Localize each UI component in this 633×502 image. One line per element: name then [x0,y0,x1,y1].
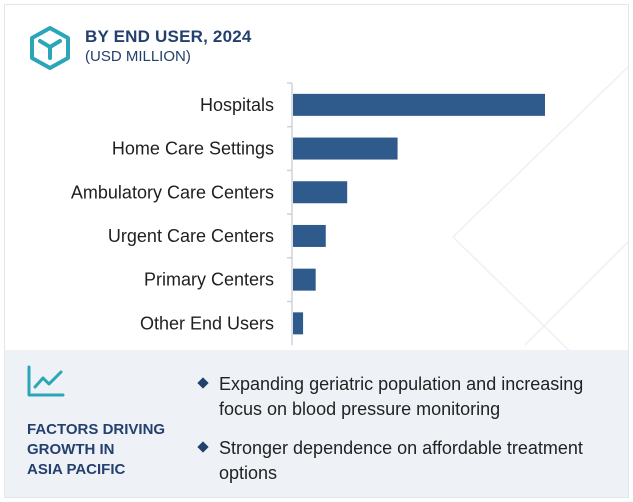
factors-panel: FACTORS DRIVING GROWTH IN ASIA PACIFIC E… [5,350,628,497]
bar [293,181,348,204]
factors-title-line: FACTORS DRIVING [27,421,166,438]
factor-item: Expanding geriatric population and incre… [197,372,617,422]
factor-text: Expanding geriatric population and incre… [219,374,584,419]
factors-title-line: ASIA PACIFIC [27,461,126,478]
category-label: Hospitals [200,95,274,115]
bar [293,93,545,116]
bar [293,224,326,247]
factor-item: Stronger dependence on affordable treatm… [197,436,617,486]
factors-list: Expanding geriatric population and incre… [197,372,617,497]
bar [293,268,316,291]
chart-title: BY END USER, 2024 [85,27,252,46]
diamond-icon [197,441,209,453]
bar-chart: Hospitals Home Care Settings Ambulatory Ca… [71,82,545,346]
factors-title-line: GROWTH IN [27,441,115,458]
cube-icon [30,26,70,70]
chart-subtitle: (USD MILLION) [85,48,191,65]
bar [293,312,304,335]
diamond-icon [197,377,209,389]
factors-title: FACTORS DRIVING GROWTH IN ASIA PACIFIC [27,420,177,480]
category-label: Other End Users [140,313,274,333]
category-label: Primary Centers [144,270,274,290]
category-label: Urgent Care Centers [108,226,274,246]
factor-text: Stronger dependence on affordable treatm… [219,438,583,483]
category-label: Ambulatory Care Centers [71,182,274,202]
trend-line-icon [27,365,65,397]
category-label: Home Care Settings [112,139,274,159]
card: BY END USER, 2024 (USD MILLION) Hospital… [4,4,629,498]
bar [293,137,398,160]
